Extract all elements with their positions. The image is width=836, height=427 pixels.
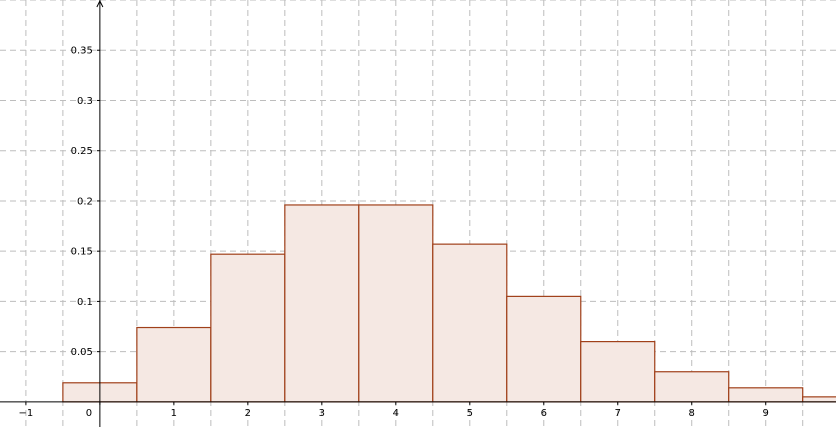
x-tick-label: −1 (19, 408, 34, 419)
y-tick-label: 0.2 (77, 196, 93, 207)
y-tick-label: 0.15 (71, 247, 93, 258)
bar-3 (284, 204, 360, 403)
bar-9 (728, 387, 804, 403)
bar-10 (802, 396, 836, 403)
x-tick-label: 1 (171, 408, 177, 419)
y-axis-arrow-icon (96, 0, 104, 8)
x-tick-label: 9 (763, 408, 769, 419)
bar-6 (506, 295, 582, 403)
y-tick-label: 0.05 (71, 347, 93, 358)
x-tick-label: 4 (393, 408, 399, 419)
bar-1 (136, 326, 212, 403)
y-tick-label: 0.25 (71, 146, 93, 157)
x-tick-label: 7 (615, 408, 621, 419)
x-tick-label: 3 (319, 408, 325, 419)
x-tick-label: 5 (467, 408, 473, 419)
bar-8 (654, 371, 730, 403)
tick-labels: −1 0 1 2 3 4 5 6 7 8 9 0.05 0.1 0.15 0.2 0.25 0.3 0.35 (19, 46, 769, 419)
y-tick-label: 0.35 (71, 46, 93, 57)
x-tick-label: 0 (86, 408, 92, 419)
x-tick-label: 6 (541, 408, 547, 419)
x-tick-label: 8 (689, 408, 695, 419)
y-tick-label: 0.1 (77, 297, 93, 308)
bar-4 (358, 204, 434, 403)
bar-5 (432, 243, 508, 403)
x-tick-label: 2 (245, 408, 251, 419)
bars-group (62, 204, 836, 403)
bar-7 (580, 341, 656, 403)
y-tick-label: 0.3 (77, 96, 93, 107)
bar-2 (210, 253, 286, 403)
